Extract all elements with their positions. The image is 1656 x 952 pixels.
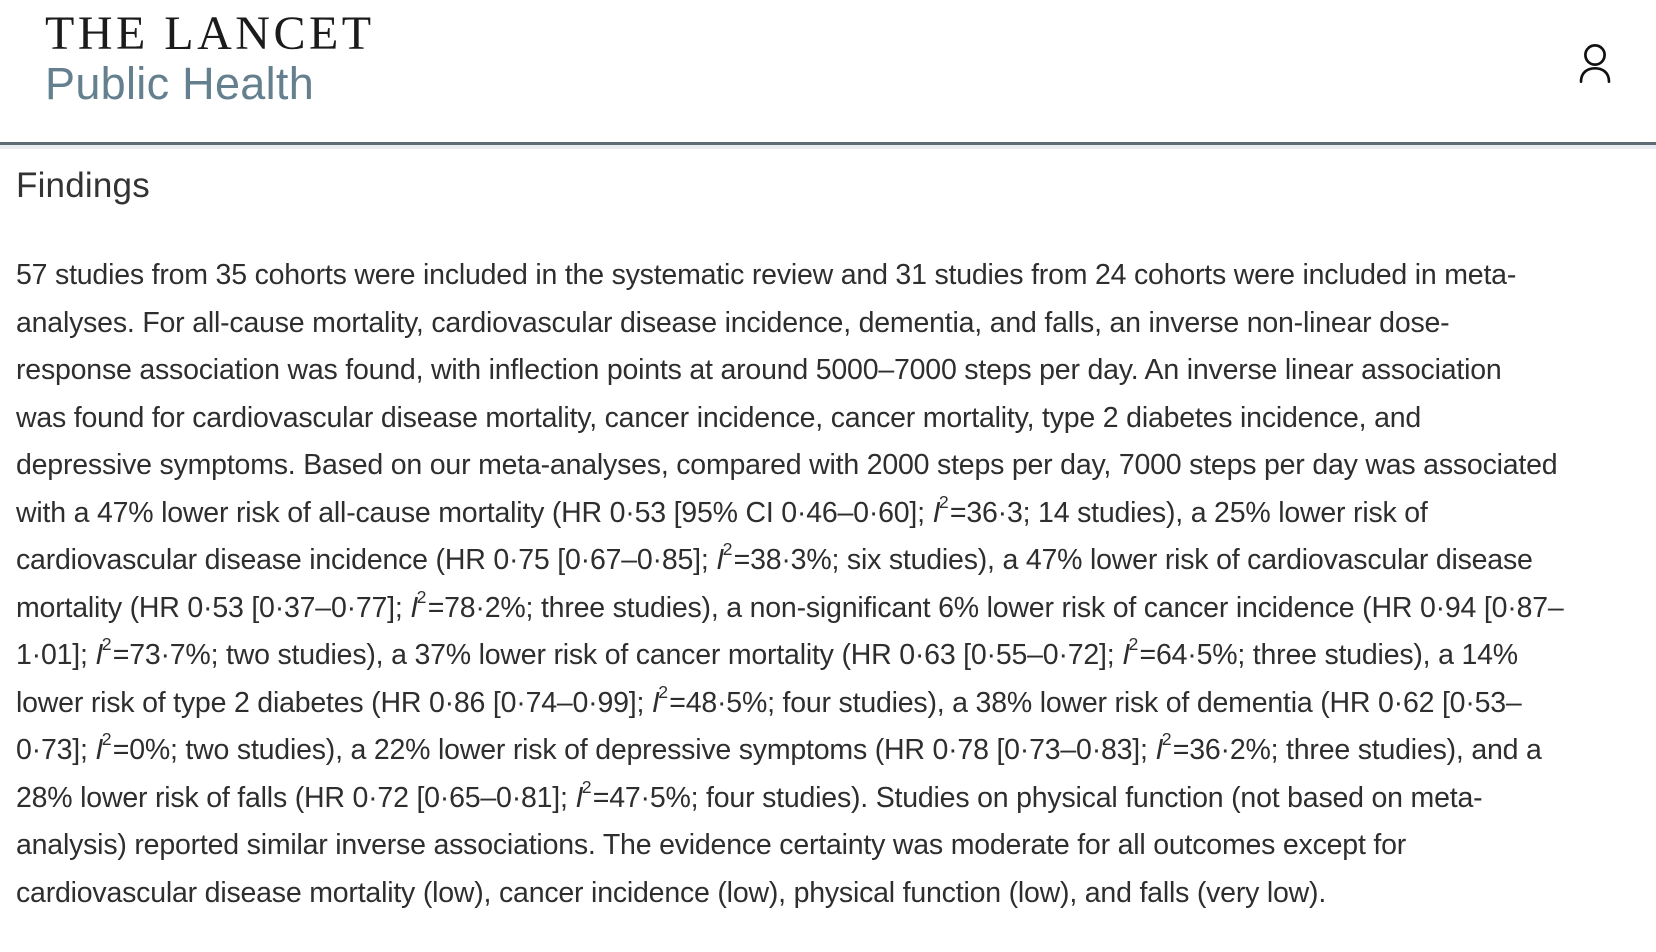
findings-paragraph: 57 studies from 35 cohorts were included… [16,252,1640,917]
paragraph-line: with a 47% lower risk of all-cause morta… [16,491,1428,529]
paragraph-line: 1·01]; I2=73·7%; two studies), a 37% low… [16,634,1518,671]
paragraph-line: mortality (HR 0·53 [0·37–0·77]; I2=78·2%… [16,586,1564,624]
section-title-findings: Findings [16,166,150,205]
logo-the-lancet-text: THE LANCET [45,7,375,60]
paragraph-line: was found for cardiovascular disease mor… [16,401,1422,434]
person-icon [1579,44,1611,83]
paragraph-line: cardiovascular disease incidence (HR 0·7… [16,539,1533,576]
paragraph-line: depressive symptoms. Based on our meta-a… [16,449,1558,481]
paragraph-line: analysis) reported similar inverse assoc… [16,829,1407,861]
article-content: Findings 57 studies from 35 cohorts were… [0,166,1656,917]
account-button[interactable] [1578,43,1612,83]
site-header: THE LANCET Public Health [0,0,1656,142]
paragraph-line: cardiovascular disease mortality (low), … [16,876,1327,909]
paragraph-line: lower risk of type 2 diabetes (HR 0·86 [… [16,681,1522,719]
lancet-public-health-logo[interactable]: THE LANCET Public Health [45,7,375,109]
paragraph-line: 0·73]; I2=0%; two studies), a 22% lower … [16,729,1542,766]
logo-public-health-text: Public Health [45,57,315,109]
paragraph-line: 28% lower risk of falls (HR 0·72 [0·65–0… [16,776,1483,814]
paragraph-line: response association was found, with inf… [16,354,1502,386]
paragraph-line: 57 studies from 35 cohorts were included… [16,259,1517,291]
paragraph-line: analyses. For all-cause mortality, cardi… [16,306,1450,339]
header-divider [0,142,1656,149]
